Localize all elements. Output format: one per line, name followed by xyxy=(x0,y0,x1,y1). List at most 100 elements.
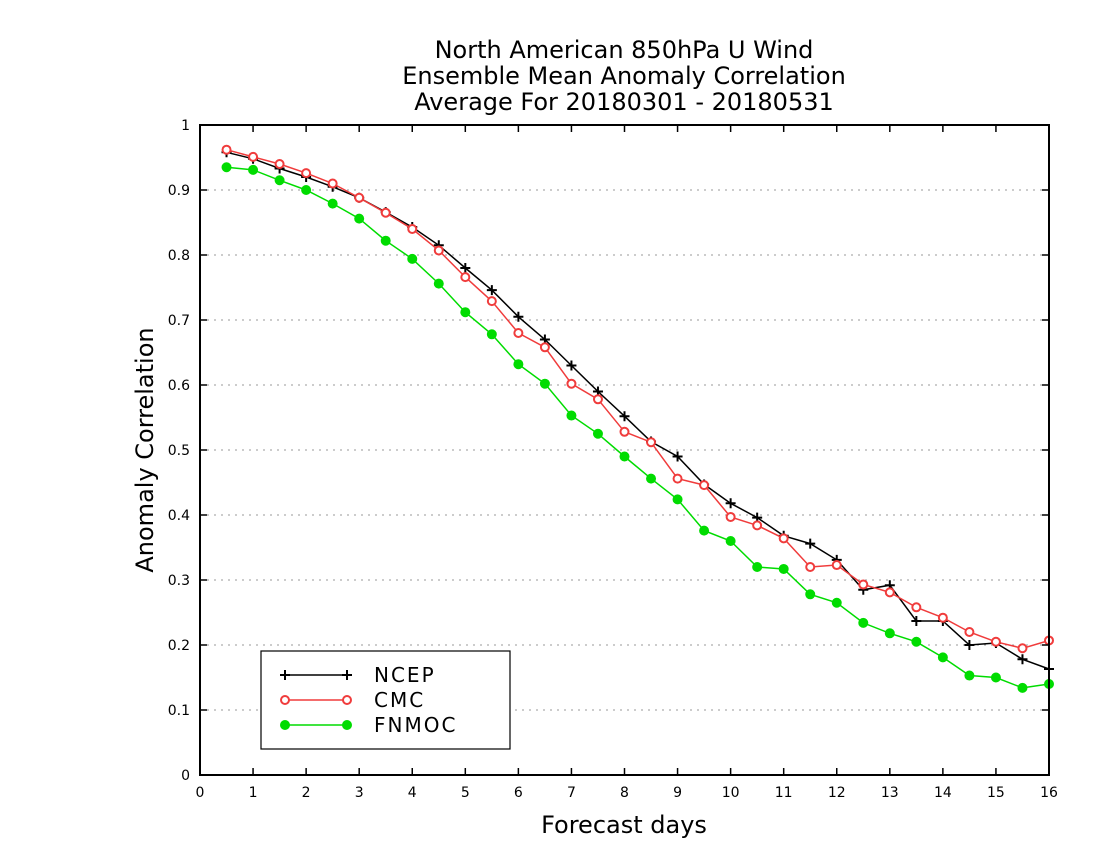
y-tick-label: 1 xyxy=(181,118,190,134)
grid xyxy=(200,189,1049,711)
data-point-open-circle xyxy=(280,695,290,705)
x-tick-label: 2 xyxy=(302,785,311,801)
data-point-plus xyxy=(805,538,816,549)
x-tick-label: 3 xyxy=(355,785,364,801)
data-point-open-circle xyxy=(486,296,497,307)
data-point-filled-circle xyxy=(380,235,391,246)
legend-item-fnmoc: FNMOC xyxy=(280,713,457,737)
data-point-plus xyxy=(486,285,497,296)
y-tick-label: 0.6 xyxy=(168,378,190,394)
x-tick-label: 10 xyxy=(722,785,740,801)
data-point-open-circle xyxy=(566,378,577,389)
data-point-filled-circle xyxy=(964,670,975,681)
x-axis: 0 1 2 3 4 5 6 7 8 9 10 11 12 13 14 15 16 xyxy=(196,125,1058,801)
series-ncep xyxy=(221,147,1054,675)
legend-item-ncep: NCEP xyxy=(280,663,436,687)
data-point-filled-circle xyxy=(274,175,285,186)
data-point-open-circle xyxy=(937,612,948,623)
data-point-open-circle xyxy=(672,473,683,484)
data-point-filled-circle xyxy=(327,198,338,209)
data-point-filled-circle xyxy=(990,672,1001,683)
data-point-open-circle xyxy=(831,560,842,571)
data-point-filled-circle xyxy=(513,359,524,370)
data-point-plus xyxy=(619,411,630,422)
series-cmc xyxy=(221,144,1054,654)
x-tick-label: 13 xyxy=(881,785,899,801)
x-tick-label: 11 xyxy=(775,785,793,801)
legend-label: FNMOC xyxy=(374,713,457,737)
data-point-open-circle xyxy=(221,144,232,155)
x-tick-label: 8 xyxy=(620,785,629,801)
data-point-plus xyxy=(964,640,975,650)
data-point-filled-circle xyxy=(699,525,710,536)
data-point-open-circle xyxy=(858,579,869,590)
y-tick-label: 0.3 xyxy=(168,573,190,589)
x-tick-label: 0 xyxy=(196,785,205,801)
data-point-filled-circle xyxy=(937,652,948,663)
y-tick-label: 0.2 xyxy=(168,638,190,654)
data-point-open-circle xyxy=(990,636,1001,647)
data-point-filled-circle xyxy=(592,428,603,439)
y-tick-label: 0.9 xyxy=(168,183,190,199)
data-point-filled-circle xyxy=(539,378,550,389)
x-tick-label: 6 xyxy=(514,785,523,801)
data-point-open-circle xyxy=(274,159,285,169)
y-tick-label: 0.8 xyxy=(168,248,190,264)
data-point-open-circle xyxy=(248,151,259,162)
data-point-open-circle xyxy=(354,192,365,203)
x-tick-label: 1 xyxy=(249,785,258,801)
data-point-filled-circle xyxy=(342,720,352,730)
data-point-open-circle xyxy=(327,178,338,189)
data-point-plus xyxy=(460,263,471,273)
data-point-filled-circle xyxy=(725,536,736,546)
x-tick-label: 7 xyxy=(567,785,576,801)
data-point-filled-circle xyxy=(354,213,365,224)
legend-item-cmc: CMC xyxy=(280,688,423,712)
data-point-plus xyxy=(911,615,922,626)
data-point-open-circle xyxy=(592,394,603,405)
series-fnmoc xyxy=(221,162,1054,693)
data-point-filled-circle xyxy=(778,563,789,574)
y-tick-label: 0.5 xyxy=(168,443,190,459)
data-point-open-circle xyxy=(301,168,312,179)
y-tick-label: 0.7 xyxy=(168,313,190,329)
data-point-open-circle xyxy=(407,224,418,234)
data-point-open-circle xyxy=(1017,643,1028,654)
data-point-filled-circle xyxy=(884,628,895,639)
x-tick-label: 14 xyxy=(934,785,952,801)
data-point-open-circle xyxy=(752,520,763,531)
data-point-filled-circle xyxy=(1017,682,1028,693)
data-point-open-circle xyxy=(725,511,736,522)
data-point-filled-circle xyxy=(805,589,816,600)
data-point-filled-circle xyxy=(911,636,922,647)
data-point-filled-circle xyxy=(460,307,471,318)
y-tick-label: 0.1 xyxy=(168,703,190,719)
x-tick-label: 4 xyxy=(408,785,417,801)
data-point-open-circle xyxy=(964,627,975,637)
x-tick-label: 5 xyxy=(461,785,470,801)
legend-label: NCEP xyxy=(374,663,436,687)
data-point-open-circle xyxy=(911,602,922,613)
data-point-open-circle xyxy=(539,342,550,353)
data-point-open-circle xyxy=(699,480,710,491)
data-point-plus xyxy=(280,670,290,680)
data-point-plus xyxy=(672,451,683,462)
x-tick-label: 9 xyxy=(673,785,682,801)
y-tick-label: 0 xyxy=(181,768,190,784)
data-point-filled-circle xyxy=(407,253,418,264)
chart-title-line: North American 850hPa U Wind xyxy=(435,36,814,64)
data-point-open-circle xyxy=(778,533,789,544)
data-point-filled-circle xyxy=(619,451,630,462)
data-point-open-circle xyxy=(805,562,816,572)
x-tick-label: 12 xyxy=(828,785,846,801)
data-point-filled-circle xyxy=(221,162,232,173)
data-point-filled-circle xyxy=(280,720,290,730)
data-point-filled-circle xyxy=(752,562,763,572)
data-point-plus xyxy=(513,311,524,322)
chart-title-line: Ensemble Mean Anomaly Correlation xyxy=(402,62,846,90)
data-point-open-circle xyxy=(433,245,444,256)
data-point-filled-circle xyxy=(566,410,577,421)
